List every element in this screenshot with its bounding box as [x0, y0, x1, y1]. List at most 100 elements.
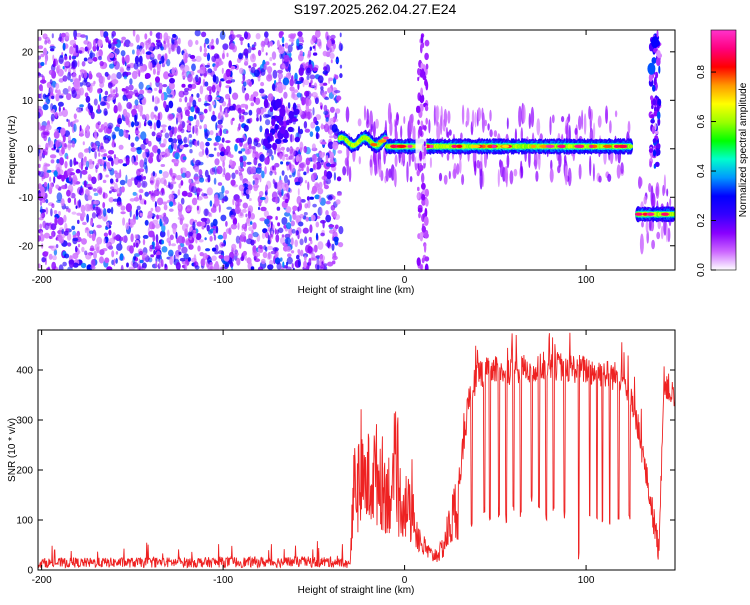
- noise-blob: [239, 212, 243, 217]
- noise-blob: [71, 225, 76, 230]
- noise-blob: [299, 147, 303, 153]
- noise-blob: [98, 152, 101, 157]
- noise-blob: [264, 218, 270, 225]
- noise-blob: [63, 61, 70, 67]
- noise-blob: [209, 130, 214, 136]
- streak-blob: [416, 257, 421, 266]
- noise-blob: [106, 241, 112, 249]
- streak-blob: [424, 256, 430, 262]
- track-smudge: [592, 163, 595, 182]
- noise-blob: [225, 140, 231, 144]
- noise-blob: [187, 83, 193, 88]
- noise-blob: [214, 97, 221, 100]
- noise-blob: [151, 196, 156, 202]
- noise-blob: [324, 96, 330, 101]
- noise-blob: [199, 114, 205, 120]
- noise-blob: [211, 247, 217, 252]
- noise-blob: [149, 152, 153, 158]
- noise-blob: [288, 38, 295, 42]
- noise-blob: [228, 105, 235, 111]
- noise-blob: [103, 137, 110, 144]
- noise-blob: [125, 174, 128, 184]
- noise-blob: [38, 263, 41, 269]
- noise-blob: [85, 188, 89, 195]
- noise-blob: [309, 93, 313, 97]
- noise-blob: [259, 88, 265, 94]
- noise-blob: [89, 233, 92, 239]
- noise-blob: [289, 78, 295, 87]
- noise-blob: [300, 249, 304, 257]
- noise-blob: [327, 195, 333, 201]
- noise-blob: [109, 178, 114, 184]
- noise-blob: [183, 136, 188, 144]
- noise-blob: [241, 223, 248, 230]
- noise-blob: [119, 179, 126, 186]
- noise-blob: [214, 251, 219, 255]
- track-smudge: [578, 163, 582, 180]
- noise-blob: [222, 160, 225, 168]
- noise-blob: [156, 71, 160, 76]
- noise-blob: [176, 237, 179, 244]
- streak-blob: [418, 125, 423, 136]
- noise-blob: [79, 82, 83, 87]
- noise-blob: [93, 98, 98, 106]
- noise-blob: [241, 208, 247, 213]
- noise-blob: [299, 162, 305, 169]
- noise-blob: [199, 177, 205, 183]
- noise-blob: [279, 52, 283, 60]
- noise-blob: [51, 95, 55, 100]
- noise-blob: [152, 245, 156, 250]
- noise-blob: [196, 196, 203, 201]
- noise-blob: [55, 89, 58, 94]
- noise-blob: [323, 178, 326, 187]
- track-smudge: [378, 158, 382, 178]
- track-smudge: [549, 168, 554, 183]
- noise-blob: [189, 236, 192, 241]
- noise-blob: [277, 69, 283, 74]
- track-smudge: [402, 152, 405, 162]
- noise-blob: [181, 190, 188, 197]
- noise-blob: [169, 77, 175, 84]
- noise-blob: [321, 175, 328, 181]
- noise-blob: [113, 154, 116, 159]
- track-peak: [530, 144, 537, 148]
- noise-blob: [103, 161, 107, 170]
- noise-blob: [98, 73, 102, 79]
- noise-blob: [298, 176, 304, 184]
- noise-blob: [264, 37, 270, 46]
- noise-blob: [148, 121, 153, 127]
- noise-blob: [133, 161, 139, 166]
- noise-blob: [40, 61, 45, 67]
- streak-blob: [423, 146, 427, 156]
- track-peak: [407, 144, 413, 148]
- noise-blob: [116, 243, 123, 251]
- track-smudge: [421, 172, 425, 184]
- noise-blob: [144, 72, 151, 79]
- noise-blob: [250, 102, 255, 107]
- noise-blob: [81, 72, 84, 79]
- noise-blob: [244, 93, 250, 101]
- noise-blob: [107, 122, 114, 129]
- noise-blob: [144, 148, 149, 153]
- cluster-blob: [278, 120, 284, 126]
- noise-blob: [38, 183, 43, 188]
- noise-blob: [303, 145, 308, 154]
- noise-blob: [210, 207, 217, 213]
- noise-blob: [321, 92, 326, 98]
- noise-blob: [62, 261, 67, 267]
- track-smudge: [408, 114, 413, 133]
- noise-blob: [91, 176, 97, 185]
- noise-blob: [207, 68, 213, 74]
- noise-blob: [110, 206, 114, 215]
- noise-blob: [333, 236, 339, 243]
- noise-blob: [150, 111, 155, 120]
- noise-blob: [64, 253, 70, 259]
- noise-blob: [84, 250, 88, 256]
- noise-blob: [327, 141, 334, 150]
- noise-blob: [219, 30, 226, 40]
- noise-blob: [229, 159, 233, 166]
- noise-blob: [304, 128, 311, 133]
- noise-blob: [126, 71, 132, 76]
- noise-blob: [296, 254, 300, 260]
- noise-blob: [310, 121, 316, 129]
